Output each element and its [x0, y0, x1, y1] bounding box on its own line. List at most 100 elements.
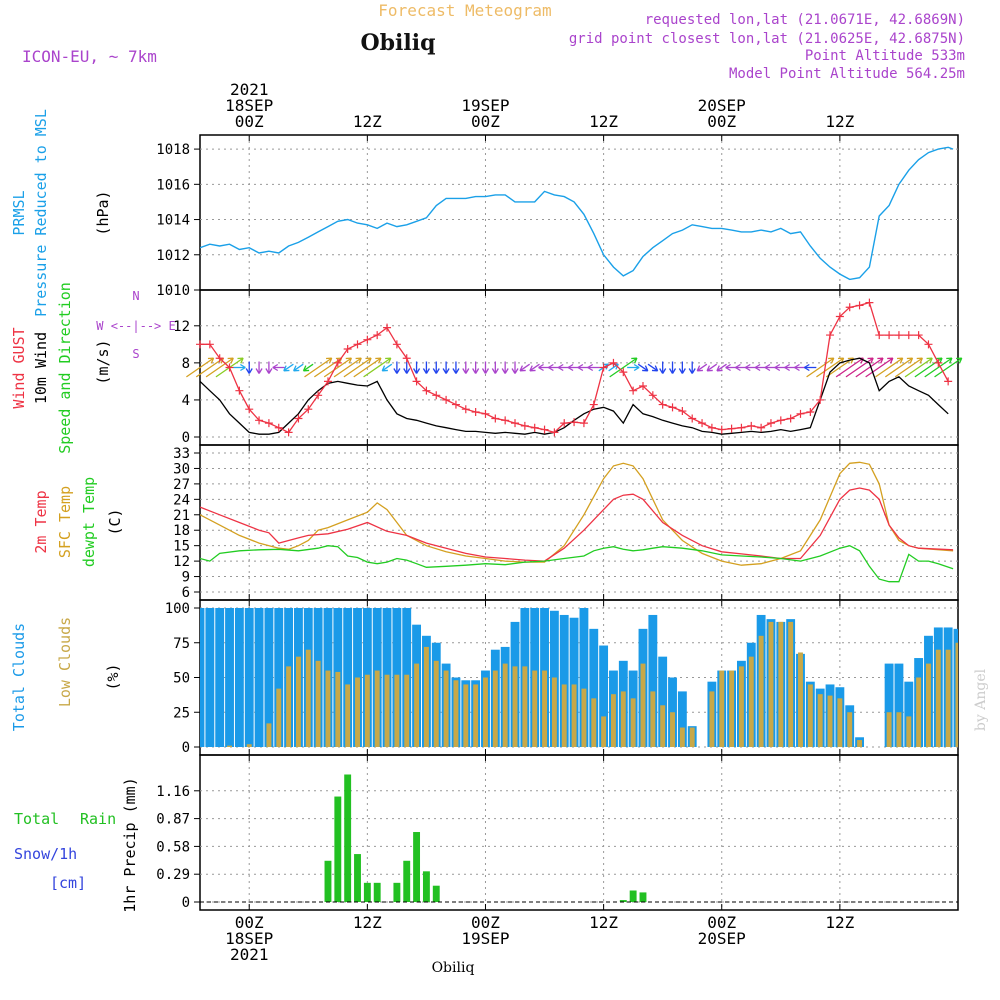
- wind-arrow-51: [696, 363, 708, 372]
- low-cloud-bar-18: [374, 670, 380, 747]
- total-cloud-bar-15: [343, 608, 353, 747]
- low-cloud-bar-3: [227, 745, 232, 747]
- wind-arrowhead-b-24: [435, 368, 440, 374]
- wind-arrowhead-a-47: [659, 368, 664, 374]
- gust-mark-7: [264, 419, 273, 428]
- low-cloud-bar-58: [768, 621, 774, 747]
- wind-arrowhead-b-59: [774, 366, 781, 372]
- top-time-label-0-0: 2021: [230, 80, 269, 99]
- wind-arrow-66: [835, 357, 864, 378]
- ytick-label-2-5: 21: [173, 508, 190, 524]
- wind-arrowhead-a-31: [501, 368, 506, 374]
- total-cloud-bar-49: [677, 691, 687, 747]
- gust-mark-54: [727, 424, 736, 433]
- gust-mark-38: [570, 418, 579, 427]
- wind-arrowhead-a-53: [716, 365, 720, 372]
- low-cloud-bar-38: [571, 684, 577, 747]
- wind-arrow-33: [519, 363, 531, 372]
- gust-mark-76: [944, 377, 953, 386]
- wind-arrowhead-b-47: [662, 368, 667, 374]
- low-cloud-bar-73: [916, 677, 922, 747]
- panel-frame-4: [199, 754, 959, 911]
- gust-mark-28: [471, 407, 480, 416]
- gust-mark-32: [511, 419, 520, 428]
- ytick-label-1-2: 8: [182, 356, 190, 372]
- ytick-label-3-0: 0: [182, 740, 190, 756]
- low-cloud-bar-10: [295, 656, 301, 747]
- series-2m-temp: [200, 487, 954, 562]
- wind-arrow-63: [806, 357, 835, 378]
- low-cloud-bar-5: [246, 744, 252, 747]
- ytick-label-2-7: 27: [173, 477, 190, 493]
- wind-arrowhead-a-23: [422, 368, 427, 374]
- series-sfc-temp: [200, 461, 954, 566]
- gust-mark-19: [383, 323, 392, 332]
- gust-mark-10: [294, 414, 303, 423]
- wind-arrow-64: [816, 357, 844, 378]
- wind-arrowhead-b-23: [425, 368, 430, 374]
- gust-mark-8: [274, 423, 283, 432]
- wind-arrow-34: [529, 363, 540, 372]
- wind-arrowhead-b-29: [484, 368, 490, 374]
- wind-arrowhead-b-39: [577, 366, 584, 372]
- low-cloud-bar-34: [532, 670, 538, 747]
- total-cloud-bar-3: [225, 608, 234, 747]
- wind-arrowhead-a-16: [368, 357, 372, 364]
- wind-arrow-43: [609, 357, 638, 378]
- ytick-label-1-0: 0: [182, 430, 190, 446]
- ytick-label-2-0: 6: [182, 585, 190, 601]
- low-cloud-bar-25: [443, 670, 449, 747]
- wind-arrowhead-a-61: [794, 363, 800, 369]
- low-cloud-bar-17: [364, 674, 370, 747]
- gust-mark-49: [678, 407, 687, 416]
- label-hpa: (hPa): [94, 190, 112, 235]
- wind-arrowhead-a-67: [870, 357, 874, 364]
- low-cloud-bar-44: [630, 698, 636, 747]
- label-total-clouds: Total Clouds: [10, 623, 28, 731]
- low-cloud-bar-61: [798, 652, 803, 747]
- wind-arrow-53: [716, 363, 727, 372]
- label-c: (C): [106, 508, 124, 535]
- gust-mark-56: [747, 421, 756, 430]
- gust-mark-2: [215, 354, 224, 363]
- low-cloud-bar-32: [512, 666, 518, 747]
- rain-bar-9: [422, 871, 430, 902]
- wind-arrowhead-b-55: [735, 366, 741, 372]
- gust-mark-35: [540, 425, 549, 434]
- gust-mark-62: [806, 407, 815, 416]
- low-cloud-bar-31: [502, 663, 508, 747]
- total-cloud-bar-0: [200, 608, 205, 747]
- wind-arrow-73: [904, 357, 933, 378]
- low-cloud-bar-45: [640, 663, 646, 747]
- rain-bar-2: [344, 774, 352, 902]
- ytick-label-1-3: 12: [173, 319, 190, 335]
- gust-mark-9: [284, 428, 293, 437]
- low-cloud-bar-15: [345, 684, 351, 747]
- gust-mark-45: [638, 382, 647, 391]
- low-cloud-bar-16: [355, 677, 360, 747]
- ytick-label-2-4: 18: [173, 523, 190, 539]
- wind-arrowhead-a-54: [725, 363, 731, 369]
- total-cloud-bar-46: [648, 614, 658, 747]
- wind-arrowhead-b-5: [248, 368, 253, 374]
- wind-arrow-16: [343, 357, 372, 378]
- wind-arrowhead-a-59: [774, 363, 781, 369]
- bottom-time-label-1-0: 12Z: [353, 913, 382, 932]
- gust-mark-44: [629, 386, 638, 395]
- gust-mark-73: [914, 331, 923, 340]
- footer-station: Obiliq: [432, 960, 475, 976]
- panel-4: 0 0.29 0.58 0.87 1.16: [156, 754, 959, 911]
- wind-arrowhead-a-55: [735, 363, 741, 369]
- top-time-label-3-0: 12Z: [589, 112, 618, 131]
- wind-arrowhead-b-45: [644, 365, 649, 372]
- wind-arrow-1: [195, 357, 224, 378]
- bottom-time-label-3-0: 12Z: [589, 913, 618, 932]
- wind-arrowhead-a-60: [784, 363, 790, 369]
- gust-mark-63: [816, 395, 825, 404]
- low-cloud-bar-53: [719, 670, 725, 747]
- wind-arrowhead-b-30: [494, 368, 499, 374]
- total-cloud-bar-39: [579, 608, 589, 747]
- wind-arrowhead-b-57: [754, 366, 761, 372]
- bottom-time-label-4-0: 00Z: [707, 913, 736, 932]
